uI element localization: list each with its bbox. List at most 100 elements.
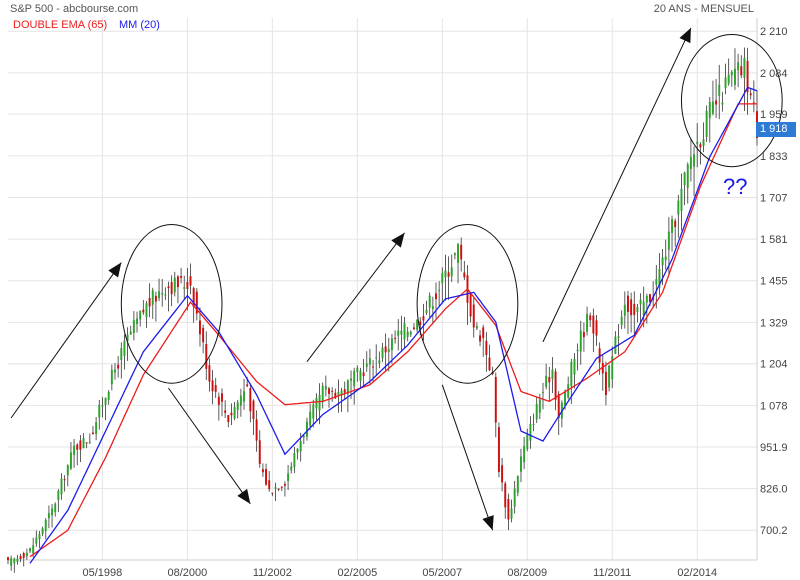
candle-body xyxy=(708,101,711,119)
candle-body xyxy=(428,295,431,308)
candle-body xyxy=(696,141,699,144)
candle-body xyxy=(277,488,280,490)
candle-body xyxy=(151,289,154,305)
candle-body xyxy=(617,336,620,339)
candle-body xyxy=(107,391,110,400)
candle-body xyxy=(321,385,324,403)
candle-body xyxy=(154,295,157,302)
candle-body xyxy=(419,321,422,326)
y-tick-label: 1 833 xyxy=(760,151,788,163)
candle-body xyxy=(110,369,113,385)
candle-body xyxy=(293,453,296,468)
candle-body xyxy=(123,340,126,356)
candle-body xyxy=(649,294,651,303)
candle-body xyxy=(331,390,334,392)
candle-body xyxy=(41,528,44,534)
candle-body xyxy=(164,294,167,296)
candle-body xyxy=(221,393,223,402)
candle-body xyxy=(548,377,551,383)
candle-body xyxy=(359,370,362,381)
candle-body xyxy=(469,293,472,317)
candle-body xyxy=(645,295,648,303)
candle-body xyxy=(551,369,554,380)
candle-body xyxy=(435,293,437,299)
candle-body xyxy=(409,331,412,335)
candle-body xyxy=(230,412,233,416)
candle-body xyxy=(261,469,264,473)
candle-body xyxy=(95,422,98,435)
candle-body xyxy=(749,93,752,96)
candle-body xyxy=(400,330,403,335)
candle-body xyxy=(136,318,139,325)
candle-body xyxy=(721,102,724,105)
y-tick-label: 1 581 xyxy=(760,234,788,246)
candle-body xyxy=(224,410,227,413)
axis-ticks: 2 210 2 084 1 959 1 833 1 707 1 581 1 455 1 329… xyxy=(83,26,788,579)
candle-body xyxy=(236,402,239,410)
candle-body xyxy=(686,164,689,188)
candle-body xyxy=(290,466,293,471)
candle-body xyxy=(318,394,321,411)
candle-body xyxy=(315,398,318,409)
candle-body xyxy=(472,304,475,328)
candle-body xyxy=(13,558,16,564)
chart-grid xyxy=(8,18,758,561)
candle-body xyxy=(633,303,636,316)
candle-body xyxy=(16,558,19,562)
candle-body xyxy=(312,404,315,419)
candle-body xyxy=(368,358,371,365)
candle-body xyxy=(176,276,179,288)
candle-body xyxy=(35,537,38,544)
candle-body xyxy=(158,291,161,299)
candle-body xyxy=(677,200,680,215)
trend-arrow-line xyxy=(168,387,251,505)
candle-body xyxy=(699,144,702,148)
highlight-circle xyxy=(416,224,519,384)
candle-body xyxy=(579,330,582,352)
candle-body xyxy=(189,276,192,286)
candle-body xyxy=(463,272,466,278)
candle-body xyxy=(51,508,54,516)
candle-body xyxy=(25,552,28,557)
candle-body xyxy=(438,289,441,291)
candle-body xyxy=(167,286,170,289)
candle-body xyxy=(667,231,670,250)
candle-body xyxy=(44,519,47,531)
candle-body xyxy=(693,154,696,167)
y-tick-label: 1 455 xyxy=(760,276,788,288)
candle-body xyxy=(265,468,268,485)
candle-body xyxy=(535,404,538,420)
candle-body xyxy=(353,371,356,387)
candle-body xyxy=(702,139,705,146)
candle-body xyxy=(299,441,302,452)
candle-body xyxy=(705,110,708,138)
candle-body xyxy=(504,483,507,508)
candle-body xyxy=(611,356,614,380)
candle-body xyxy=(101,405,104,407)
candle-body xyxy=(205,343,208,369)
candle-body xyxy=(173,277,176,293)
candle-body xyxy=(513,488,516,507)
mm-line xyxy=(29,86,758,564)
candle-body xyxy=(57,491,60,500)
y-tick-label: 2 210 xyxy=(760,26,788,38)
candle-body xyxy=(620,316,623,326)
x-tick-label: 08/2000 xyxy=(167,567,207,579)
candle-body xyxy=(19,556,22,560)
candle-body xyxy=(711,101,714,114)
candle-body xyxy=(507,498,510,520)
candle-body xyxy=(746,60,749,93)
candle-body xyxy=(542,391,544,394)
x-tick-label: 05/1998 xyxy=(83,567,123,579)
x-tick-label: 05/2007 xyxy=(422,567,462,579)
candle-body xyxy=(170,282,173,295)
candle-body xyxy=(142,309,145,313)
trend-arrow-head xyxy=(391,232,405,248)
candle-body xyxy=(661,257,664,266)
candle-body xyxy=(431,306,434,310)
candle-body xyxy=(195,291,198,314)
candle-body xyxy=(485,340,488,355)
candle-body xyxy=(271,492,274,494)
candle-body xyxy=(576,349,579,352)
y-tick-label: 1 959 xyxy=(760,109,788,121)
